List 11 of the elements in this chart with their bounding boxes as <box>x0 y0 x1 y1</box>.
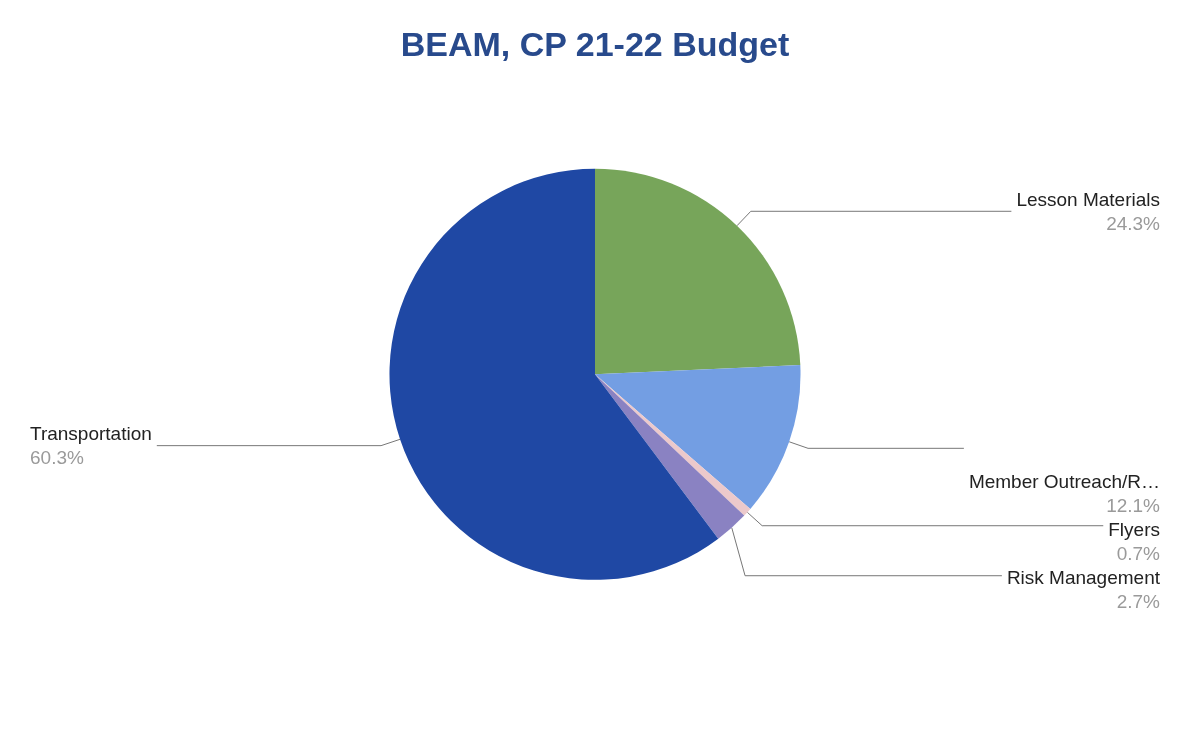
data-label: 12.1% <box>1106 495 1161 517</box>
data-label: 60.3% <box>30 447 84 469</box>
data-label: 2.7% <box>1116 591 1161 613</box>
slice-label: Risk Management <box>1006 567 1161 589</box>
data-label: 0.7% <box>1116 543 1161 565</box>
chart-title: BEAM, CP 21-22 Budget <box>400 25 790 63</box>
slice-label: Transportation <box>30 423 152 445</box>
slice-label: Member Outreach/R… <box>968 471 1160 493</box>
slice-label: Flyers <box>1108 519 1160 541</box>
data-label: 24.3% <box>1106 212 1161 234</box>
slice-label: Lesson Materials <box>1016 188 1160 210</box>
